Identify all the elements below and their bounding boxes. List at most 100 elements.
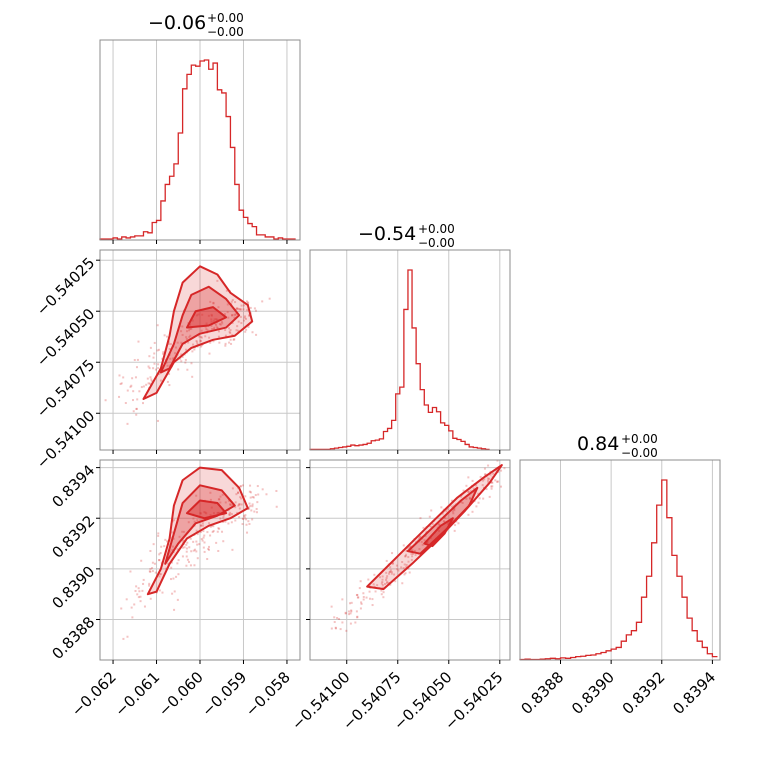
scatter-point-r1c0: [174, 352, 177, 355]
scatter-point-r2c0: [192, 540, 195, 543]
title-param-0-minus: −0.00: [207, 25, 244, 39]
scatter-point-r2c1: [356, 615, 359, 618]
scatter-point-r2c0: [173, 590, 176, 593]
scatter-point-r2c0: [192, 549, 195, 552]
scatter-point-r2c0: [209, 534, 212, 537]
scatter-point-r1c0: [235, 308, 238, 311]
scatter-point-r2c0: [158, 573, 161, 576]
scatter-point-r2c0: [222, 540, 225, 543]
scatter-point-r2c1: [431, 523, 434, 526]
scatter-point-r2c1: [338, 617, 341, 620]
scatter-point-r1c0: [209, 300, 212, 303]
scatter-point-r2c0: [185, 550, 188, 553]
scatter-point-r1c0: [167, 343, 170, 346]
scatter-point-r2c0: [208, 522, 211, 525]
scatter-point-r2c0: [247, 507, 250, 510]
scatter-point-r2c0: [227, 522, 230, 525]
scatter-point-r2c0: [202, 546, 205, 549]
scatter-point-r1c0: [207, 314, 210, 317]
scatter-point-r2c0: [172, 537, 175, 540]
scatter-point-r2c0: [221, 493, 224, 496]
tick-label-y-p2-3: 0.8394: [49, 461, 99, 511]
scatter-point-r2c1: [488, 495, 491, 498]
scatter-point-r1c0: [162, 351, 165, 354]
scatter-point-r1c0: [224, 342, 227, 345]
scatter-point-r2c0: [250, 509, 253, 512]
scatter-point-r2c0: [230, 513, 233, 516]
scatter-point-r1c0: [235, 307, 238, 310]
scatter-point-r2c0: [158, 559, 161, 562]
scatter-point-r2c1: [344, 612, 347, 615]
scatter-point-r2c1: [423, 539, 426, 542]
scatter-point-r2c0: [211, 530, 214, 533]
scatter-point-r2c1: [414, 553, 417, 556]
scatter-point-r2c0: [239, 485, 242, 488]
scatter-point-r2c1: [479, 475, 482, 478]
scatter-point-r1c0: [244, 330, 247, 333]
scatter-point-r2c1: [339, 628, 342, 631]
scatter-point-r2c0: [177, 559, 180, 562]
scatter-point-r1c0: [217, 330, 220, 333]
scatter-point-r2c1: [488, 477, 491, 480]
scatter-point-r2c0: [252, 496, 255, 499]
scatter-point-r2c1: [359, 580, 362, 583]
scatter-point-r1c0: [235, 329, 238, 332]
title-param-1-minus: −0.00: [418, 236, 455, 250]
scatter-point-r2c0: [189, 564, 192, 567]
scatter-point-r1c0: [135, 407, 138, 410]
scatter-point-r2c0: [158, 575, 161, 578]
scatter-point-r2c0: [238, 507, 241, 510]
scatter-point-r1c0: [226, 311, 229, 314]
scatter-point-r1c0: [161, 357, 164, 360]
scatter-point-r2c1: [403, 573, 406, 576]
scatter-point-r2c0: [195, 529, 198, 532]
scatter-point-r2c1: [496, 480, 499, 483]
histogram-param-1: [309, 269, 490, 451]
scatter-point-r2c1: [441, 512, 444, 515]
scatter-point-r2c0: [170, 561, 173, 564]
scatter-point-r2c1: [380, 582, 383, 585]
scatter-point-r2c0: [237, 491, 240, 494]
scatter-point-r1c0: [163, 334, 166, 337]
scatter-point-r2c0: [249, 496, 252, 499]
scatter-point-r1c0: [177, 368, 180, 371]
scatter-point-r2c0: [207, 547, 210, 550]
scatter-point-r1c0: [169, 357, 172, 360]
scatter-point-r1c0: [211, 327, 214, 330]
scatter-point-r1c0: [136, 398, 139, 401]
scatter-point-r1c0: [180, 330, 183, 333]
scatter-point-r1c0: [157, 367, 160, 370]
tick-label-x-p0-0: −0.062: [68, 668, 120, 720]
histogram-param-0: [99, 59, 296, 240]
scatter-point-r1c0: [179, 357, 182, 360]
scatter-point-r2c0: [209, 491, 212, 494]
scatter-point-r2c0: [199, 512, 202, 515]
scatter-point-r2c1: [407, 556, 410, 559]
scatter-point-r2c1: [471, 510, 474, 513]
scatter-point-r1c0: [246, 309, 249, 312]
scatter-point-r2c0: [186, 558, 189, 561]
scatter-point-r1c0: [196, 343, 199, 346]
scatter-point-r2c1: [393, 573, 396, 576]
scatter-point-r1c0: [204, 335, 207, 338]
scatter-point-r2c0: [138, 590, 141, 593]
scatter-point-r1c0: [165, 361, 168, 364]
scatter-point-r2c1: [487, 481, 490, 484]
scatter-point-r2c1: [460, 495, 463, 498]
scatter-point-r2c1: [357, 596, 360, 599]
scatter-point-r2c1: [381, 586, 384, 589]
scatter-point-r2c1: [333, 616, 336, 619]
tick-label-y-p2-1: 0.8390: [49, 562, 99, 612]
scatter-point-r2c1: [442, 520, 445, 523]
scatter-point-r1c0: [188, 329, 191, 332]
scatter-point-r2c1: [496, 459, 499, 462]
scatter-point-r2c1: [408, 545, 411, 548]
scatter-point-r2c1: [379, 576, 382, 579]
scatter-point-r1c0: [233, 338, 236, 341]
scatter-point-r2c0: [256, 485, 259, 488]
scatter-point-r2c1: [477, 492, 480, 495]
scatter-point-r1c0: [231, 299, 234, 302]
scatter-point-r1c0: [156, 349, 159, 352]
scatter-point-r1c0: [199, 339, 202, 342]
scatter-point-r1c0: [231, 322, 234, 325]
